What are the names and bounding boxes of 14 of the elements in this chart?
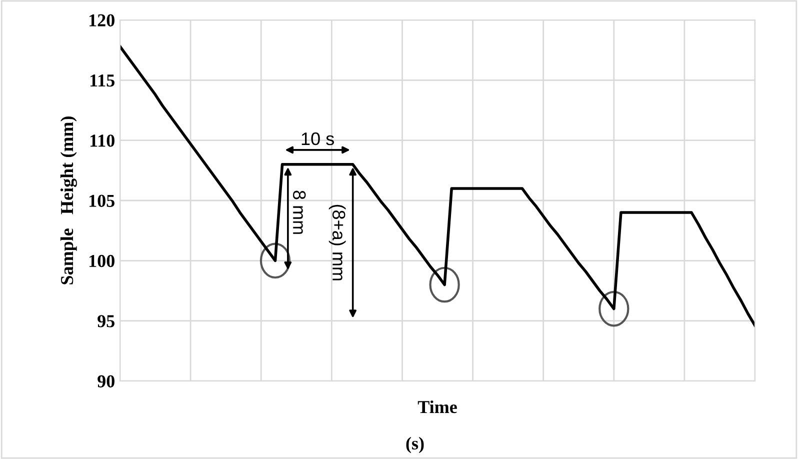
text: (s) (406, 436, 424, 454)
y-tick-label: 100 (90, 254, 114, 268)
x-axis-title: Time (418, 400, 457, 414)
y-tick-label: 105 (90, 194, 114, 207)
y-tick-label: 95 (98, 315, 114, 328)
y-tick-label: 115 (90, 74, 114, 87)
y-axis-title: Sample Height (mm) (60, 116, 77, 284)
y-tick-label: 120 (90, 14, 114, 26)
y-tick-label: 90 (98, 375, 114, 388)
annotation: 10 s (302, 132, 334, 146)
annotation: 8 mm (292, 190, 306, 234)
line-series (120, 45, 755, 328)
annotation: (8+a) mm (328, 204, 346, 280)
y-tick-label: 110 (90, 134, 114, 147)
